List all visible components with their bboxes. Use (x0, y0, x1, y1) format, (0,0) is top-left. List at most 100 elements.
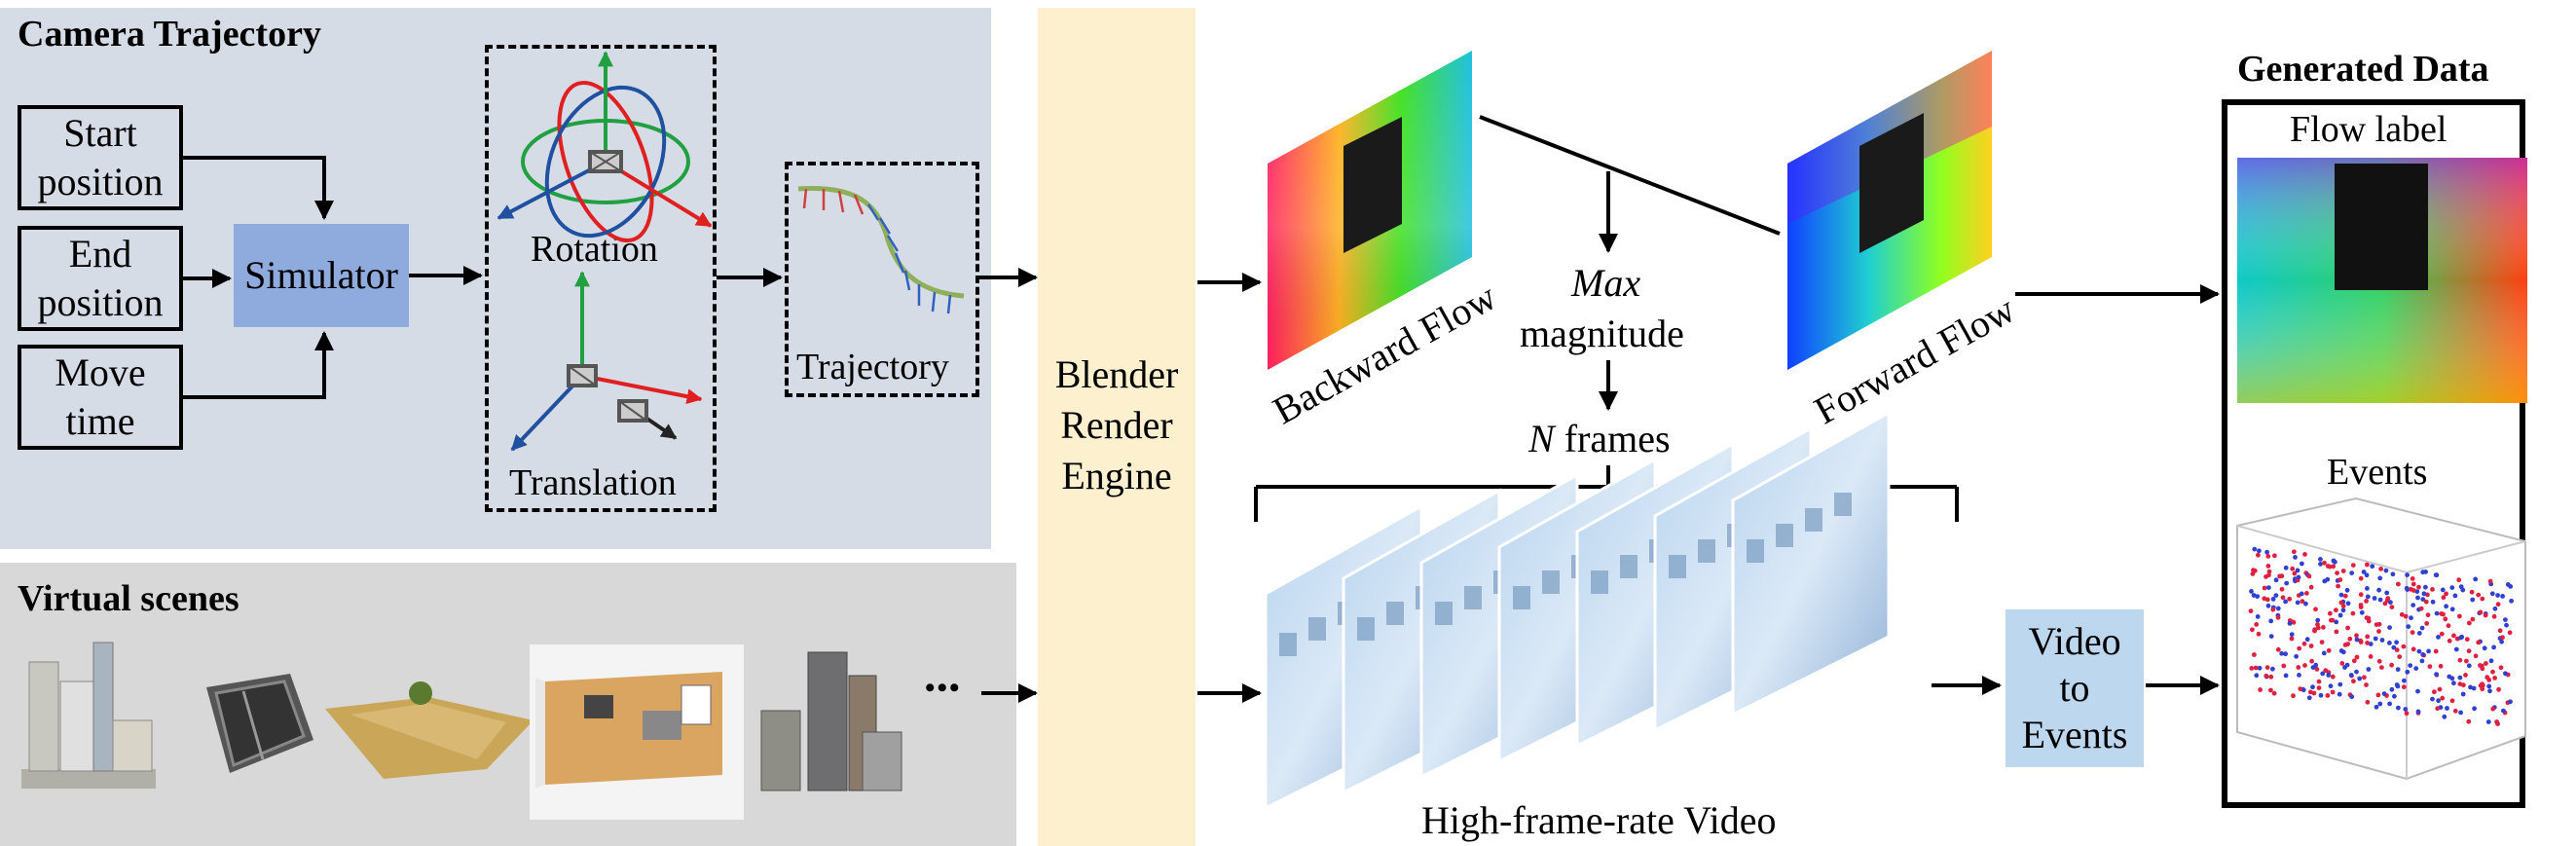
event-point (2457, 657, 2463, 663)
event-point (2337, 691, 2342, 697)
event-point (2443, 616, 2448, 622)
event-point (2457, 675, 2463, 680)
event-point (2358, 575, 2364, 581)
event-point (2449, 698, 2455, 704)
event-point (2404, 585, 2410, 591)
event-point (2432, 689, 2437, 695)
event-point (2439, 611, 2445, 616)
event-point (2436, 635, 2441, 640)
event-point (2430, 696, 2435, 702)
event-point (2344, 662, 2350, 668)
event-point (2321, 625, 2326, 630)
event-point (2308, 584, 2314, 590)
event-point (2268, 618, 2274, 624)
event-point (2394, 640, 2400, 645)
event-point (2325, 564, 2331, 569)
event-point (2495, 602, 2501, 607)
event-point (2439, 631, 2445, 637)
event-point (2320, 671, 2326, 677)
event-point (2500, 635, 2505, 641)
event-point (2273, 577, 2279, 583)
event-point (2275, 614, 2281, 620)
event-point (2403, 707, 2409, 712)
event-point (2396, 705, 2401, 711)
event-point (2361, 570, 2367, 574)
event-point (2345, 625, 2351, 631)
event-point (2270, 607, 2276, 612)
event-point (2458, 635, 2464, 641)
event-point (2452, 593, 2458, 599)
event-point (2471, 685, 2477, 691)
event-point (2401, 684, 2407, 690)
event-point (2354, 654, 2360, 660)
event-point (2470, 597, 2476, 603)
backward-flow-image (1268, 51, 1472, 370)
event-point (2334, 607, 2338, 613)
event-point (2503, 671, 2508, 677)
event-point (2348, 673, 2354, 678)
event-point (2494, 719, 2500, 724)
event-point (2358, 638, 2364, 644)
event-point (2392, 693, 2397, 699)
event-point (2489, 591, 2495, 597)
event-point (2378, 567, 2384, 571)
trajectory-box (785, 162, 979, 397)
event-point (2364, 615, 2370, 620)
event-point (2449, 607, 2455, 612)
event-point (2404, 711, 2410, 717)
event-point (2421, 591, 2427, 597)
event-point (2500, 594, 2506, 599)
event-point (2283, 565, 2289, 570)
event-point (2263, 673, 2269, 679)
event-point (2339, 661, 2345, 666)
event-point (2333, 559, 2337, 565)
event-point (2263, 574, 2268, 579)
event-point (2423, 570, 2429, 574)
event-point (2357, 676, 2363, 681)
event-point (2389, 605, 2395, 609)
event-point (2394, 682, 2400, 687)
video-to-events-line1: Video (2028, 619, 2121, 663)
event-point (2445, 706, 2449, 711)
translation-gizmo (510, 271, 703, 452)
generated-data-title: Generated Data (2237, 49, 2489, 90)
event-point (2338, 600, 2344, 606)
event-point (2264, 665, 2270, 670)
event-point (2252, 652, 2257, 657)
event-point (2331, 564, 2337, 570)
event-point (2387, 641, 2392, 645)
event-point (2334, 619, 2339, 625)
event-point (2318, 557, 2323, 562)
event-point (2387, 701, 2393, 707)
event-point (2335, 570, 2340, 575)
event-point (2300, 561, 2304, 567)
event-point (2264, 549, 2270, 555)
event-point (2283, 651, 2289, 657)
event-point (2444, 591, 2449, 597)
event-point (2366, 667, 2372, 672)
event-point (2366, 618, 2372, 624)
event-point (2501, 708, 2506, 714)
event-point (2457, 613, 2462, 619)
event-point (2268, 634, 2274, 639)
event-point (2340, 569, 2346, 573)
event-point (2377, 701, 2383, 707)
event-point (2424, 621, 2430, 626)
event-point (2258, 687, 2263, 692)
event-point (2486, 683, 2492, 689)
event-point (2401, 644, 2407, 649)
event-point (2408, 663, 2413, 668)
event-point (2391, 644, 2397, 650)
event-point (2368, 654, 2374, 659)
event-point (2354, 637, 2360, 643)
event-point (2337, 577, 2343, 582)
rotation-gizmo (497, 51, 713, 243)
scene-terrain (325, 681, 534, 779)
event-point (2385, 596, 2391, 601)
event-point (2251, 593, 2257, 598)
event-point (2418, 606, 2424, 611)
event-point (2427, 664, 2433, 669)
event-point (2310, 684, 2315, 690)
